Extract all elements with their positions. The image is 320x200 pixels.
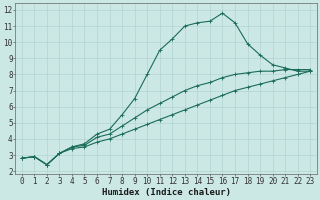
X-axis label: Humidex (Indice chaleur): Humidex (Indice chaleur) (101, 188, 230, 197)
